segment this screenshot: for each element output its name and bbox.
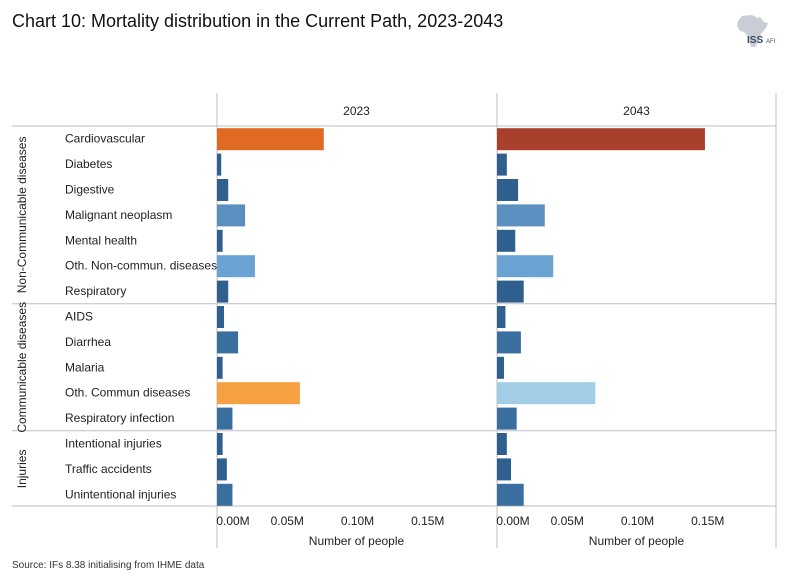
chart-title: Chart 10: Mortality distribution in the … [12,11,504,31]
panel-header-0: 2023 [343,104,370,118]
category-label-4: Mental health [65,233,137,247]
bar-1-11 [497,407,517,430]
tick-label-1-2: 0.10M [621,514,654,528]
category-label-9: Malaria [65,360,105,374]
tick-label-1-0: 0.00M [496,514,529,528]
source-note: Source: IFs 8.38 initialising from IHME … [12,560,205,571]
bar-0-11 [217,407,233,430]
bar-0-0 [217,128,324,151]
category-label-7: AIDS [65,310,93,324]
category-label-13: Traffic accidents [65,462,152,476]
bar-0-2 [217,179,229,201]
chart-labels: Non-Communicable diseases Communicable di… [15,104,724,548]
category-label-10: Oth. Commun diseases [65,386,190,400]
bar-0-1 [217,153,222,176]
bar-1-0 [497,128,705,151]
axis-label-1: Number of people [589,534,685,548]
panel-header-1: 2043 [623,104,650,118]
logo-text: ISS [747,35,763,46]
bar-1-8 [497,331,521,354]
group-label-0: Non-Communicable diseases [15,137,29,294]
category-label-1: Diabetes [65,157,112,171]
bar-1-4 [497,229,516,252]
bar-0-4 [217,229,223,252]
bar-0-13 [217,458,227,481]
bar-0-14 [217,483,233,506]
category-label-5: Oth. Non-commun. diseases [65,259,217,273]
category-label-11: Respiratory infection [65,411,174,425]
tick-label-0-3: 0.15M [411,514,444,528]
bar-1-5 [497,255,554,278]
bar-0-10 [217,382,300,405]
category-label-8: Diarrhea [65,335,111,349]
bar-1-9 [497,356,505,379]
category-label-12: Intentional injuries [65,437,162,451]
bar-0-7 [217,306,225,328]
axis-label-0: Number of people [309,534,405,548]
group-label-1: Communicable diseases [15,302,29,433]
bar-0-6 [217,280,229,303]
chart-grid [12,93,777,548]
category-label-0: Cardiovascular [65,132,145,146]
bar-1-12 [497,433,507,455]
bar-1-3 [497,204,545,227]
category-label-14: Unintentional injuries [65,487,176,501]
africa-logo-icon: ISS AFI [737,15,776,47]
tick-label-1-3: 0.15M [691,514,724,528]
bar-1-7 [497,306,506,328]
bar-1-6 [497,280,524,303]
bar-0-5 [217,255,255,278]
africa-shape [737,15,768,47]
bar-0-8 [217,331,239,354]
bar-0-9 [217,356,223,379]
group-label-2: Injuries [15,450,29,489]
category-label-6: Respiratory [65,284,126,298]
bar-1-14 [497,483,524,506]
bar-1-2 [497,179,519,201]
category-label-3: Malignant neoplasm [65,208,172,222]
chart-bars [217,128,705,506]
bar-1-13 [497,458,512,481]
bar-0-3 [217,204,246,227]
logo-subtext: AFI [766,39,776,45]
bar-1-10 [497,382,596,405]
tick-label-1-1: 0.05M [551,514,584,528]
tick-label-0-0: 0.00M [216,514,249,528]
bar-1-1 [497,153,507,176]
tick-label-0-2: 0.10M [341,514,374,528]
tick-label-0-1: 0.05M [271,514,304,528]
bar-0-12 [217,433,223,455]
category-label-2: Digestive [65,183,115,197]
